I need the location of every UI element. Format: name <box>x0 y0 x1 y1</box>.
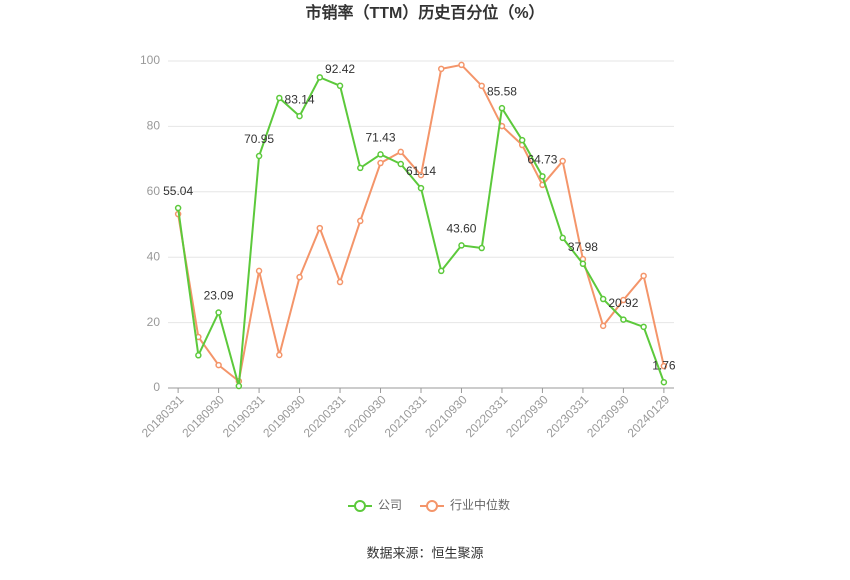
x-tick-label: 20220331 <box>463 392 511 440</box>
data-label: 61.14 <box>406 164 436 178</box>
data-point <box>397 160 405 168</box>
x-tick-label: 20210331 <box>382 392 430 440</box>
data-point <box>276 351 283 359</box>
data-point <box>559 234 566 242</box>
data-point <box>336 278 344 286</box>
data-point <box>579 260 587 268</box>
data-point <box>276 94 283 102</box>
data-point <box>478 244 485 252</box>
y-tick-label: 0 <box>153 380 160 394</box>
data-point <box>437 65 445 73</box>
y-tick-label: 80 <box>147 119 161 133</box>
data-point <box>255 152 263 160</box>
x-tick-label: 20200331 <box>301 392 349 440</box>
data-point <box>599 295 607 303</box>
data-label: 70.95 <box>244 132 274 146</box>
legend-label: 公司 <box>378 498 402 512</box>
legend-marker <box>354 500 366 512</box>
data-point <box>377 159 384 167</box>
data-point <box>377 151 384 158</box>
data-point <box>316 224 324 232</box>
y-tick-label: 100 <box>140 53 160 67</box>
x-tick-label: 20230930 <box>584 392 632 440</box>
data-point <box>640 272 647 280</box>
y-tick-label: 20 <box>147 315 161 329</box>
data-point <box>498 104 506 112</box>
data-point <box>296 273 303 281</box>
data-label: 85.58 <box>487 84 517 98</box>
x-tick-label: 20190930 <box>260 392 308 440</box>
x-tick-label: 20180930 <box>179 392 227 440</box>
data-point <box>640 323 647 331</box>
data-point <box>255 267 263 275</box>
data-label: 83.14 <box>285 92 315 106</box>
x-tick-label: 20210930 <box>422 392 470 440</box>
source: 数据来源：恒生聚源 <box>366 545 483 560</box>
x-tick-label: 20240129 <box>625 392 673 440</box>
data-label: 92.42 <box>325 62 355 76</box>
data-label: 20.92 <box>608 296 638 310</box>
x-tick-label: 20200930 <box>341 392 389 440</box>
legend-label: 行业中位数 <box>450 497 510 512</box>
chart-title: 市销率（TTM）历史百分位（%） <box>305 3 544 22</box>
x-tick-label: 20230331 <box>544 392 592 440</box>
data-point <box>660 362 668 370</box>
data-point <box>296 112 303 120</box>
data-point <box>539 173 546 180</box>
data-point <box>357 217 364 225</box>
data-label: 23.09 <box>204 289 234 303</box>
legend-marker <box>426 500 438 512</box>
series-line <box>177 76 665 387</box>
data-point <box>215 361 222 369</box>
data-point <box>397 148 405 156</box>
x-tick-label: 20190331 <box>220 392 268 440</box>
data-label: 37.98 <box>568 240 598 254</box>
data-point <box>357 164 364 172</box>
data-point <box>215 309 222 316</box>
data-point <box>458 61 465 69</box>
data-point <box>660 378 668 386</box>
data-label: 64.73 <box>527 153 557 167</box>
data-point <box>599 322 607 330</box>
data-point <box>174 204 182 212</box>
data-point <box>620 296 627 304</box>
x-tick-label: 20220930 <box>503 392 551 440</box>
data-point <box>458 242 465 249</box>
data-point <box>417 184 425 192</box>
y-tick-label: 40 <box>147 249 161 263</box>
x-tick-label: 20180331 <box>139 392 187 440</box>
data-point <box>195 352 202 359</box>
data-label: 55.04 <box>163 184 193 198</box>
data-point <box>559 157 566 165</box>
data-label: 71.43 <box>366 131 396 145</box>
data-point <box>437 267 445 275</box>
data-point <box>478 82 485 90</box>
data-label: 43.60 <box>446 222 476 236</box>
data-label: 1.76 <box>652 358 676 372</box>
data-point <box>235 382 243 390</box>
data-point <box>518 136 526 144</box>
series-line <box>177 63 665 383</box>
data-point <box>417 171 425 179</box>
data-point <box>316 74 324 81</box>
data-point <box>336 82 344 90</box>
data-point <box>620 316 627 323</box>
y-tick-label: 60 <box>147 184 161 198</box>
